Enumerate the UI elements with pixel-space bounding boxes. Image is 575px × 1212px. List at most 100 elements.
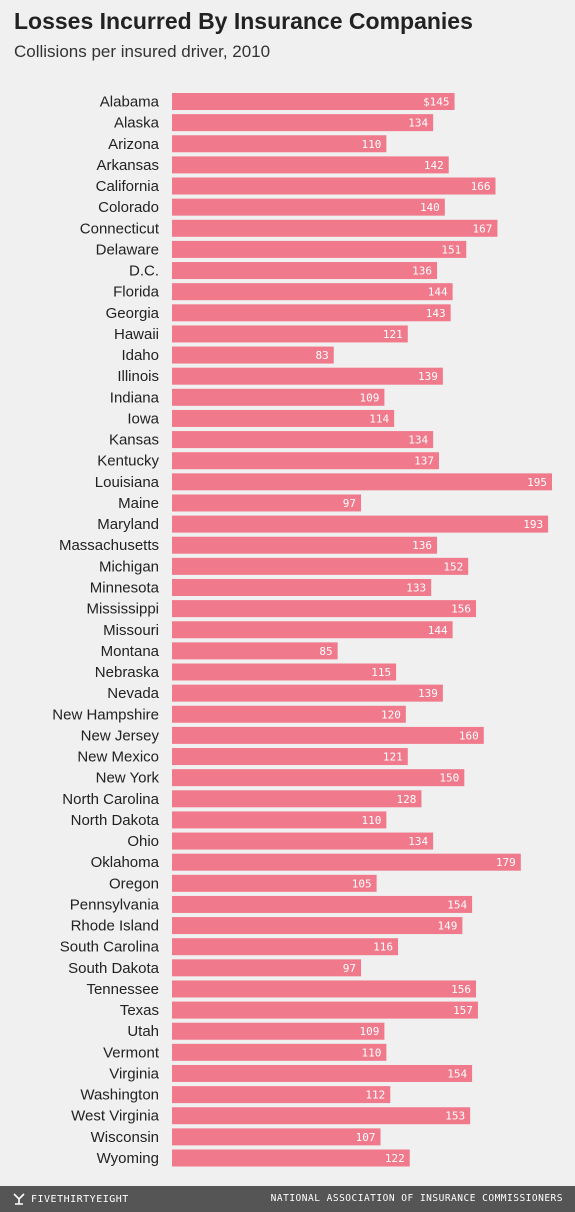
- category-label-vermont: Vermont: [103, 1044, 160, 1061]
- category-label-delaware: Delaware: [96, 241, 159, 258]
- bar-north-dakota: [172, 811, 387, 829]
- value-label-oklahoma: 179: [496, 856, 516, 869]
- value-label-wisconsin: 107: [356, 1131, 376, 1144]
- bar-new-hampshire: [172, 705, 406, 723]
- value-label-new-york: 150: [439, 772, 459, 785]
- category-label-maine: Maine: [118, 495, 159, 512]
- category-label-maryland: Maryland: [97, 516, 159, 533]
- value-label-delaware: 151: [441, 243, 461, 256]
- category-label-west-virginia: West Virginia: [71, 1108, 159, 1125]
- value-label-illinois: 139: [418, 370, 438, 383]
- bar-ohio: [172, 832, 434, 850]
- category-label-kansas: Kansas: [109, 432, 159, 449]
- value-label-georgia: 143: [426, 307, 446, 320]
- bar-wyoming: [172, 1149, 410, 1167]
- value-label-utah: 109: [360, 1025, 380, 1038]
- fivethirtyeight-logo-icon: [13, 1193, 25, 1205]
- category-label-new-york: New York: [96, 770, 160, 787]
- value-label-vermont: 110: [361, 1046, 381, 1059]
- bar-connecticut: [172, 219, 498, 237]
- value-label-new-hampshire: 120: [381, 708, 401, 721]
- category-label-massachusetts: Massachusetts: [59, 537, 159, 554]
- bar-california: [172, 177, 496, 195]
- value-label-hawaii: 121: [383, 328, 403, 341]
- value-label-alaska: 134: [408, 117, 428, 130]
- bar-south-dakota: [172, 959, 362, 977]
- category-label-texas: Texas: [120, 1002, 159, 1019]
- bar-rhode-island: [172, 917, 463, 935]
- bar-d-c: [172, 262, 438, 280]
- category-label-north-dakota: North Dakota: [71, 812, 160, 829]
- bar-alabama: [172, 93, 455, 110]
- category-label-nebraska: Nebraska: [95, 664, 160, 681]
- value-label-west-virginia: 153: [445, 1110, 465, 1123]
- category-label-new-jersey: New Jersey: [81, 727, 160, 744]
- category-label-iowa: Iowa: [127, 410, 159, 427]
- value-label-kentucky: 137: [414, 455, 434, 468]
- value-label-new-mexico: 121: [383, 751, 403, 764]
- category-label-arkansas: Arkansas: [96, 157, 159, 174]
- value-label-new-jersey: 160: [459, 729, 479, 742]
- bar-michigan: [172, 557, 469, 575]
- category-label-new-mexico: New Mexico: [77, 749, 159, 766]
- bar-new-mexico: [172, 748, 408, 766]
- value-label-florida: 144: [428, 286, 448, 299]
- category-label-colorado: Colorado: [98, 199, 159, 216]
- bar-missouri: [172, 621, 453, 639]
- value-label-louisiana: 195: [527, 476, 547, 489]
- category-label-minnesota: Minnesota: [90, 579, 160, 596]
- category-label-mississippi: Mississippi: [86, 601, 159, 618]
- bar-kansas: [172, 431, 434, 449]
- bar-oregon: [172, 874, 377, 892]
- bar-nebraska: [172, 663, 397, 681]
- category-label-louisiana: Louisiana: [95, 474, 160, 491]
- value-label-rhode-island: 149: [437, 920, 457, 933]
- value-label-washington: 112: [365, 1089, 385, 1102]
- bar-georgia: [172, 304, 451, 322]
- bar-colorado: [172, 198, 445, 216]
- bar-montana: [172, 642, 338, 660]
- category-label-washington: Washington: [80, 1087, 159, 1104]
- category-label-oregon: Oregon: [109, 875, 159, 892]
- bar-vermont: [172, 1043, 387, 1061]
- brand-name: FIVETHIRTYEIGHT: [31, 1193, 129, 1205]
- category-label-hawaii: Hawaii: [114, 326, 159, 343]
- bar-new-york: [172, 769, 465, 787]
- bar-north-carolina: [172, 790, 422, 808]
- value-label-alabama: $145: [423, 96, 450, 109]
- category-label-indiana: Indiana: [110, 389, 160, 406]
- value-label-texas: 157: [453, 1004, 473, 1017]
- bar-hawaii: [172, 325, 408, 343]
- bar-mississippi: [172, 600, 476, 618]
- bar-south-carolina: [172, 938, 399, 956]
- category-label-nevada: Nevada: [107, 685, 159, 702]
- value-label-montana: 85: [319, 645, 332, 658]
- category-label-d-c: D.C.: [129, 263, 159, 280]
- category-label-montana: Montana: [101, 643, 160, 660]
- category-label-michigan: Michigan: [99, 558, 159, 575]
- bar-idaho: [172, 346, 334, 364]
- category-label-california: California: [96, 178, 160, 195]
- value-label-pennsylvania: 154: [447, 898, 467, 911]
- bar-iowa: [172, 409, 395, 427]
- source-credit: NATIONAL ASSOCIATION OF INSURANCE COMMIS…: [270, 1193, 563, 1204]
- category-label-north-carolina: North Carolina: [62, 791, 159, 808]
- value-label-tennessee: 156: [451, 983, 471, 996]
- category-label-arizona: Arizona: [108, 136, 160, 153]
- value-label-north-dakota: 110: [361, 814, 381, 827]
- category-label-pennsylvania: Pennsylvania: [70, 896, 160, 913]
- bar-arkansas: [172, 156, 449, 174]
- bar-virginia: [172, 1064, 473, 1082]
- value-label-d-c: 136: [412, 265, 432, 278]
- value-label-arizona: 110: [361, 138, 381, 151]
- category-label-alaska: Alaska: [114, 115, 160, 132]
- chart-title: Losses Incurred By Insurance Companies: [14, 8, 473, 34]
- value-label-nevada: 139: [418, 687, 438, 700]
- value-label-mississippi: 156: [451, 603, 471, 616]
- bar-tennessee: [172, 980, 476, 998]
- value-label-idaho: 83: [315, 349, 328, 362]
- value-label-california: 166: [471, 180, 491, 193]
- bar-illinois: [172, 367, 443, 385]
- category-label-virginia: Virginia: [109, 1065, 159, 1082]
- category-label-wyoming: Wyoming: [97, 1150, 159, 1167]
